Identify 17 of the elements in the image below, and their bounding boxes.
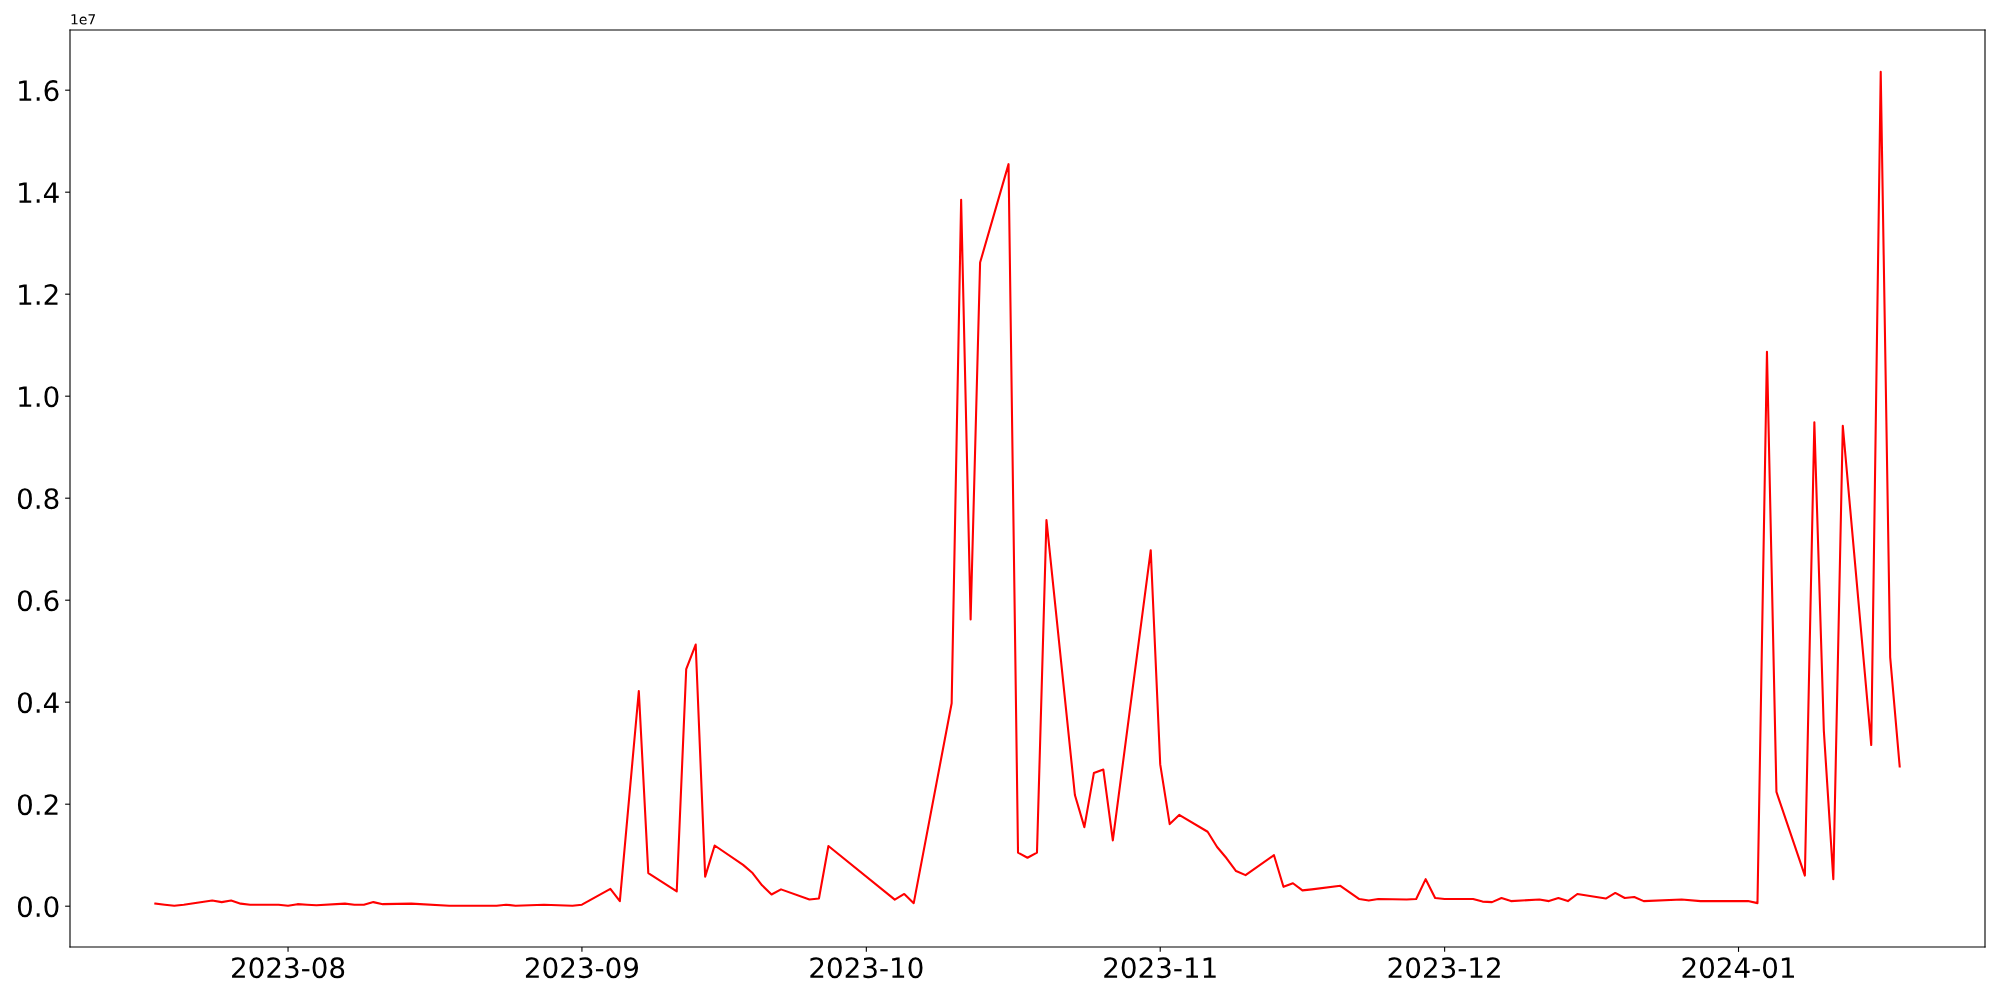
y-tick-label: 0.2 [17, 794, 58, 816]
line-series [154, 70, 1901, 907]
x-tick-label: 2024-01 [1682, 957, 1794, 979]
y-tick-label: 1.2 [19, 284, 58, 305]
x-tick-label: 2023-10 [810, 957, 923, 979]
y-tick-label: 1.0 [19, 386, 59, 408]
text: 1e7 [71, 14, 96, 25]
y-tick-label: 0.6 [17, 590, 59, 612]
x-tick-label: 2023-12 [1388, 957, 1500, 979]
y-tick-label: 0.8 [17, 488, 59, 510]
y-tick-label: 1.4 [19, 182, 59, 203]
x-tick-label: 2023-11 [1104, 957, 1216, 979]
x-tick-label: 2023-09 [525, 957, 639, 979]
y-tick-label: 0.0 [17, 896, 59, 918]
y-tick-label: 0.4 [17, 692, 59, 714]
y-tick-label: 1.6 [19, 80, 59, 102]
x-tick-label: 2023-08 [232, 957, 345, 979]
